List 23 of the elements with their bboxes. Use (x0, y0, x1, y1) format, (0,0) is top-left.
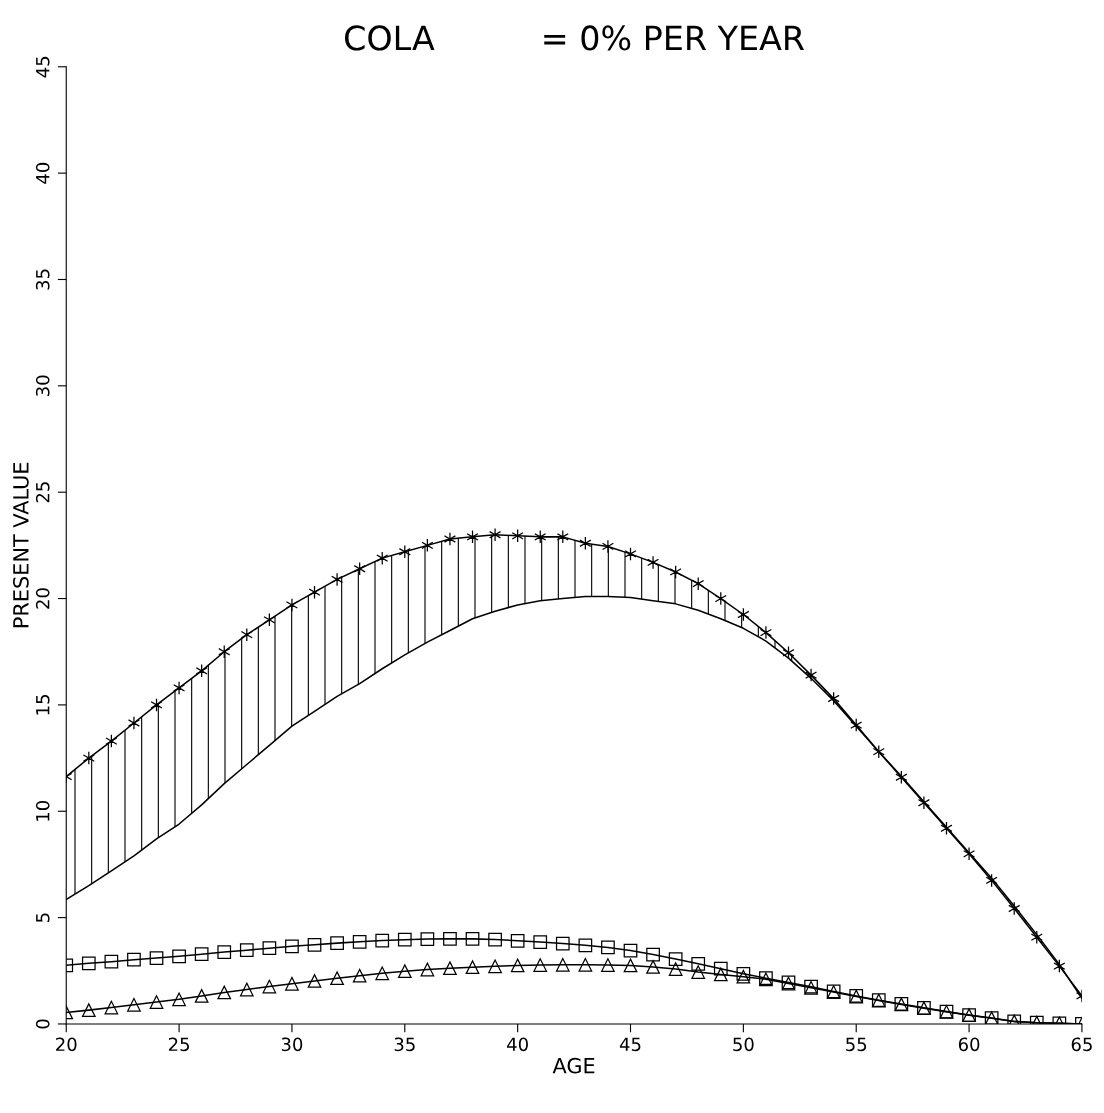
y-tick-label: 0 (35, 1019, 50, 1029)
x-tick-label: 40 (507, 1037, 528, 1052)
y-tick-label: 10 (35, 800, 50, 821)
y-tick-label: 40 (35, 162, 50, 184)
y-tick-label: 5 (36, 913, 50, 922)
y-axis-title: PRESENT VALUE (13, 462, 29, 628)
chart-title: COLA = 0% PER YEAR (345, 25, 805, 51)
y-tick-label: 30 (35, 375, 50, 396)
y-tick-label: 45 (36, 56, 50, 78)
y-tick-label: 15 (36, 694, 50, 715)
x-tick-label: 25 (168, 1037, 189, 1052)
x-tick-label: 50 (733, 1037, 754, 1052)
x-tick-label: 65 (1071, 1037, 1092, 1052)
x-tick-label: 35 (394, 1037, 415, 1052)
y-tick-label: 25 (35, 482, 50, 503)
x-tick-label: 30 (281, 1037, 303, 1052)
x-tick-label: 60 (958, 1037, 980, 1052)
x-tick-label: 20 (56, 1037, 77, 1052)
y-tick-label: 20 (35, 588, 50, 609)
y-tick-label: 35 (35, 269, 50, 290)
x-axis-title: AGE (552, 1057, 595, 1074)
x-tick-label: 45 (619, 1037, 641, 1052)
x-tick-label: 55 (846, 1037, 867, 1052)
